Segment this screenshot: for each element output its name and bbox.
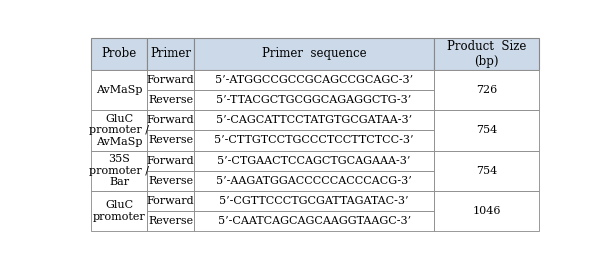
Bar — [434, 110, 539, 151]
Bar — [194, 70, 434, 90]
Bar — [91, 110, 147, 151]
Bar — [194, 130, 434, 151]
Text: Reverse: Reverse — [148, 135, 193, 146]
Text: Reverse: Reverse — [148, 176, 193, 186]
Text: Forward: Forward — [147, 156, 194, 166]
Text: GluC
promoter /
AvMaSp: GluC promoter / AvMaSp — [89, 114, 149, 147]
Bar — [147, 151, 194, 171]
Text: Reverse: Reverse — [148, 216, 193, 226]
Text: 5’-CTGAACTCCAGCTGCAGAAA-3’: 5’-CTGAACTCCAGCTGCAGAAA-3’ — [217, 156, 411, 166]
Text: Primer: Primer — [150, 47, 191, 60]
Bar — [194, 211, 434, 231]
Text: Forward: Forward — [147, 196, 194, 206]
Text: 1046: 1046 — [472, 206, 501, 216]
Bar — [147, 110, 194, 130]
Bar — [147, 90, 194, 110]
Bar — [147, 211, 194, 231]
Text: GluC
promoter: GluC promoter — [93, 201, 146, 222]
Bar — [91, 191, 147, 231]
Bar — [91, 38, 147, 70]
Text: 754: 754 — [476, 125, 497, 135]
Text: Product  Size
(bp): Product Size (bp) — [447, 40, 526, 68]
Bar — [147, 171, 194, 191]
Text: Forward: Forward — [147, 75, 194, 85]
Bar — [194, 151, 434, 171]
Text: 5’-CTTGTCCTGCCCTCCTTCTCC-3’: 5’-CTTGTCCTGCCCTCCTTCTCC-3’ — [214, 135, 414, 146]
Bar — [194, 90, 434, 110]
Bar — [147, 191, 194, 211]
Text: Primer  sequence: Primer sequence — [262, 47, 367, 60]
Text: 5’-CGTTCCCTGCGATTAGATAC-3’: 5’-CGTTCCCTGCGATTAGATAC-3’ — [220, 196, 409, 206]
Bar — [147, 70, 194, 90]
Bar — [91, 70, 147, 110]
Text: Reverse: Reverse — [148, 95, 193, 105]
Text: 726: 726 — [476, 85, 497, 95]
Text: 35S
promoter /
Bar: 35S promoter / Bar — [89, 154, 149, 187]
Text: Forward: Forward — [147, 115, 194, 125]
Bar — [194, 191, 434, 211]
Text: 5’-CAATCAGCAGCAAGGTAAGC-3’: 5’-CAATCAGCAGCAAGGTAAGC-3’ — [218, 216, 411, 226]
Bar — [434, 70, 539, 110]
Bar — [147, 130, 194, 151]
Bar — [434, 38, 539, 70]
Bar — [91, 151, 147, 191]
Bar — [147, 38, 194, 70]
Text: Probe: Probe — [101, 47, 137, 60]
Text: 5’-AAGATGGACCCCCACCCACG-3’: 5’-AAGATGGACCCCCACCCACG-3’ — [216, 176, 412, 186]
Bar — [194, 38, 434, 70]
Text: AvMaSp: AvMaSp — [96, 85, 143, 95]
Bar — [434, 191, 539, 231]
Text: 5’-CAGCATTCCTATGTGCGATAA-3’: 5’-CAGCATTCCTATGTGCGATAA-3’ — [216, 115, 412, 125]
Bar — [194, 110, 434, 130]
Text: 754: 754 — [476, 166, 497, 176]
Bar — [194, 171, 434, 191]
Text: 5’-ATGGCCGCCGCAGCCGCAGC-3’: 5’-ATGGCCGCCGCAGCCGCAGC-3’ — [215, 75, 413, 85]
Bar — [434, 151, 539, 191]
Text: 5’-TTACGCTGCGGCAGAGGCTG-3’: 5’-TTACGCTGCGGCAGAGGCTG-3’ — [216, 95, 411, 105]
